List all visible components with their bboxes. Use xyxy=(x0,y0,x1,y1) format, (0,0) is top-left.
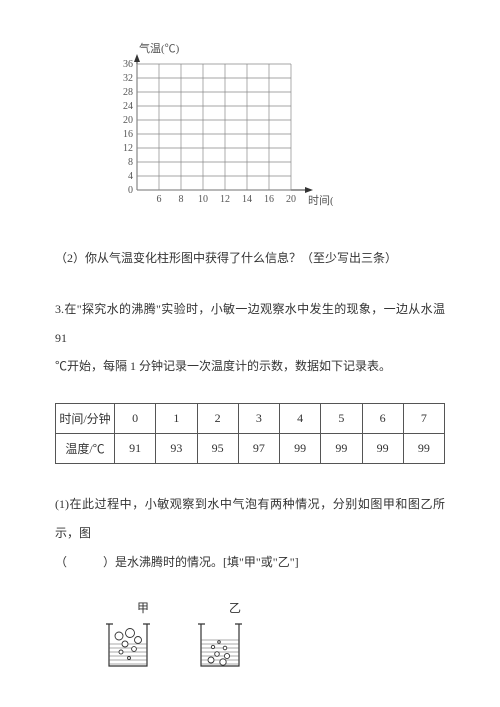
chart-svg: 气温(℃) 0 4 8 12 16 20 24 28 32 36 6 8 10 12 14 16 20 时间(… xyxy=(103,40,333,210)
beaker-yi-label: 乙 xyxy=(195,599,245,616)
blank-before: （ xyxy=(55,555,67,569)
answer-blank[interactable] xyxy=(67,555,103,569)
svg-text:6: 6 xyxy=(157,194,162,205)
question-3-line1: 3.在"探究水的沸腾"实验时，小敏一边观察水中发生的现象，一边从水温 91 xyxy=(55,295,445,353)
beaker-jia-label: 甲 xyxy=(103,599,153,616)
svg-text:20: 20 xyxy=(286,194,296,205)
question-3-sub1: (1)在此过程中，小敏观察到水中气泡有两种情况，分别如图甲和图乙所示，图 xyxy=(55,490,445,548)
x-axis-label: 时间(时) xyxy=(308,194,333,207)
svg-text:24: 24 xyxy=(123,101,133,112)
y-axis-label: 气温(℃) xyxy=(139,41,180,55)
table-row: 时间/分钟 01234567 xyxy=(56,404,445,434)
table-cell: 99 xyxy=(403,434,444,464)
svg-text:16: 16 xyxy=(123,129,133,140)
svg-text:20: 20 xyxy=(123,115,133,126)
temperature-grid-chart: 气温(℃) 0 4 8 12 16 20 24 28 32 36 6 8 10 12 14 16 20 时间(… xyxy=(103,40,445,210)
table-cell: 0 xyxy=(115,404,156,434)
table-cell: 97 xyxy=(238,434,279,464)
svg-text:28: 28 xyxy=(123,87,133,98)
table-cell: 3 xyxy=(238,404,279,434)
svg-text:10: 10 xyxy=(198,194,208,205)
svg-text:12: 12 xyxy=(220,194,230,205)
beaker-jia-icon xyxy=(103,618,153,673)
svg-text:0: 0 xyxy=(128,185,133,196)
table-cell: 99 xyxy=(362,434,403,464)
table-cell: 5 xyxy=(321,404,362,434)
beaker-yi-icon xyxy=(195,618,245,673)
beaker-jia: 甲 xyxy=(103,599,153,677)
table-cell: 4 xyxy=(280,404,321,434)
svg-text:16: 16 xyxy=(264,194,274,205)
table-cell: 1 xyxy=(156,404,197,434)
row2-label: 温度/℃ xyxy=(56,434,115,464)
question-3-sub2: （ ）是水沸腾时的情况。[填"甲"或"乙"] xyxy=(55,548,445,577)
table-cell: 99 xyxy=(280,434,321,464)
svg-text:8: 8 xyxy=(179,194,184,205)
beaker-yi: 乙 xyxy=(195,599,245,677)
row1-label: 时间/分钟 xyxy=(56,404,115,434)
beaker-diagrams: 甲 xyxy=(103,599,445,677)
table-cell: 93 xyxy=(156,434,197,464)
svg-text:12: 12 xyxy=(123,143,133,154)
table-cell: 99 xyxy=(321,434,362,464)
table-cell: 7 xyxy=(403,404,444,434)
table-cell: 2 xyxy=(197,404,238,434)
data-table: 时间/分钟 01234567 温度/℃ 9193959799999999 xyxy=(55,403,445,464)
svg-text:14: 14 xyxy=(242,194,252,205)
svg-text:4: 4 xyxy=(128,171,133,182)
table-cell: 6 xyxy=(362,404,403,434)
question-2: （2）你从气温变化柱形图中获得了什么信息？（至少写出三条） xyxy=(55,244,445,273)
table-cell: 95 xyxy=(197,434,238,464)
svg-text:32: 32 xyxy=(123,73,133,84)
table-cell: 91 xyxy=(115,434,156,464)
table-row: 温度/℃ 9193959799999999 xyxy=(56,434,445,464)
svg-text:36: 36 xyxy=(123,59,133,70)
svg-text:8: 8 xyxy=(128,157,133,168)
question-3-line2: ℃开始，每隔 1 分钟记录一次温度计的示数，数据如下记录表。 xyxy=(55,352,445,381)
blank-after: ）是水沸腾时的情况。[填"甲"或"乙"] xyxy=(103,555,299,569)
